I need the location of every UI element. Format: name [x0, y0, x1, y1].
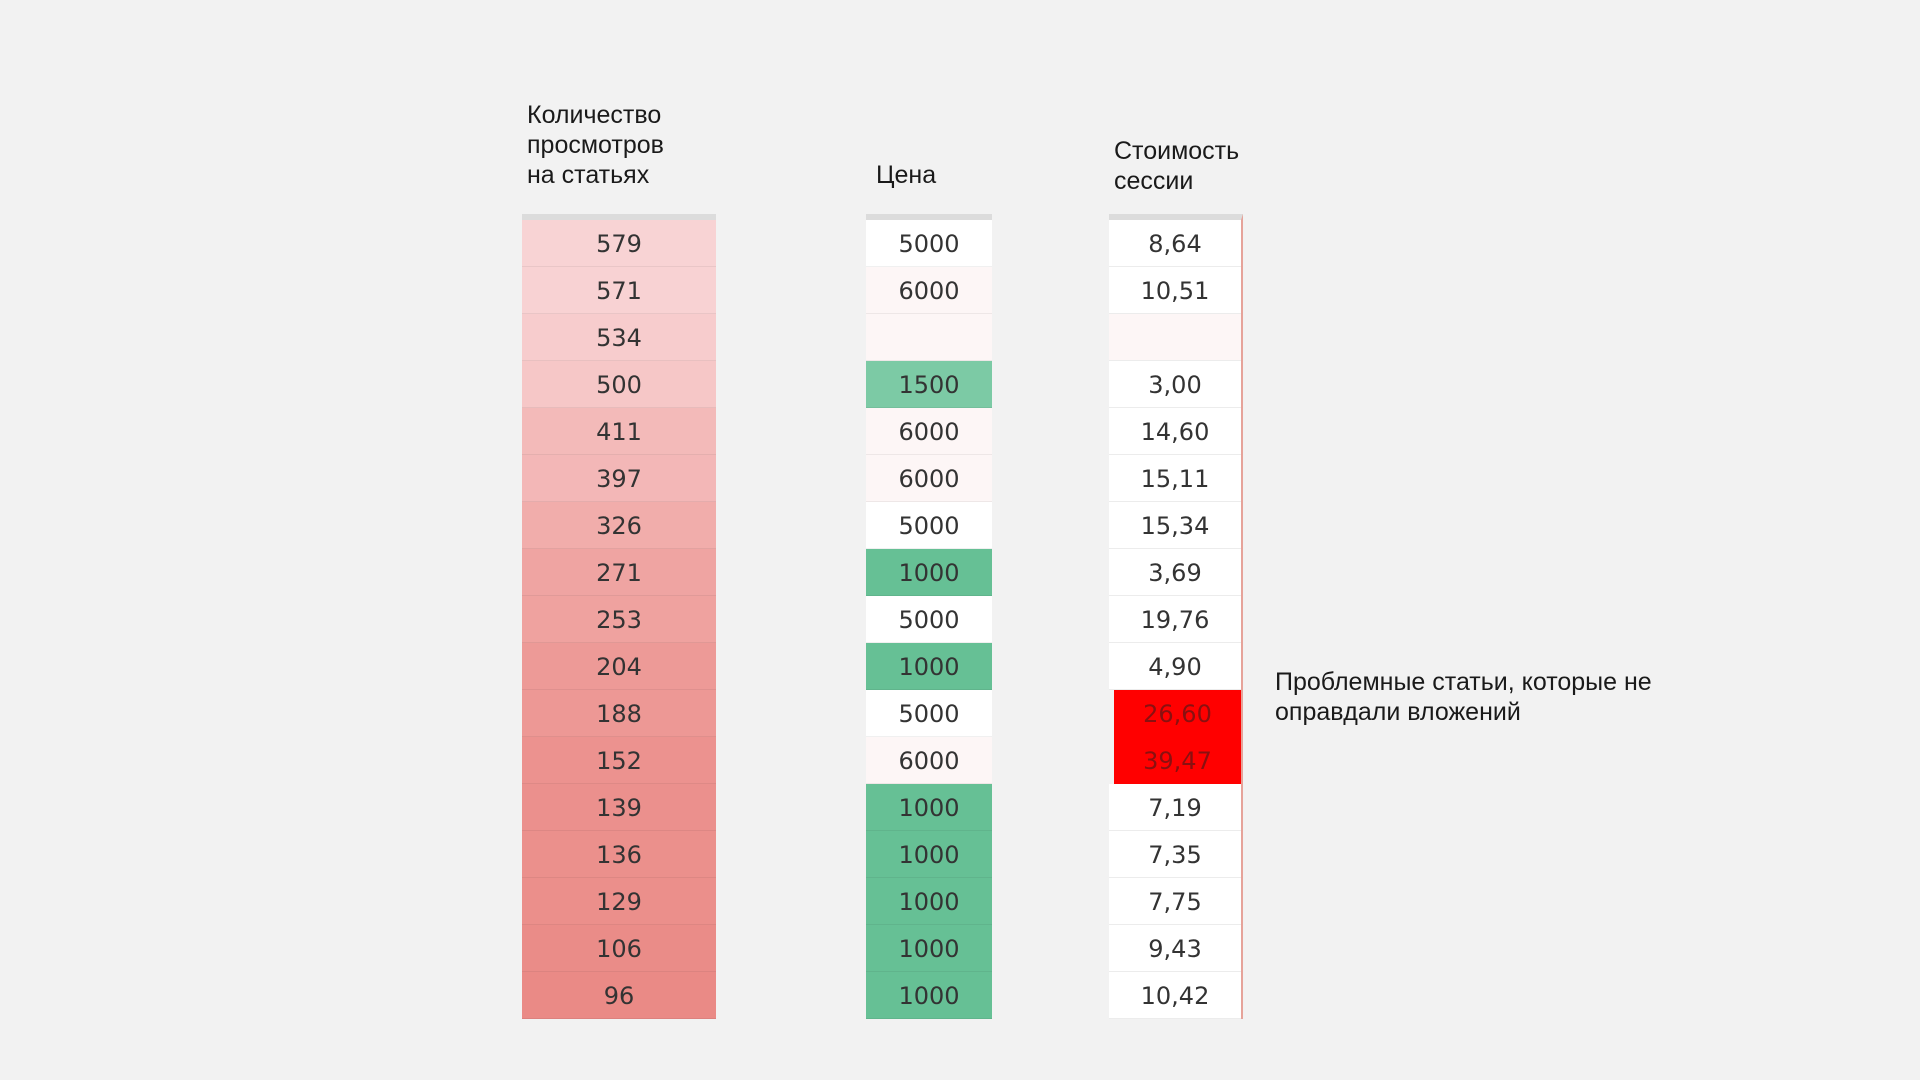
views-cell: 571 [522, 267, 716, 314]
price-cell: 1000 [866, 643, 992, 690]
views-column: 579 571 534 500 411 397 326 271 253 204 188 152 139 1… [522, 214, 716, 1019]
cost-cell: 19,76 [1109, 596, 1241, 643]
cost-cell: 10,51 [1109, 267, 1241, 314]
cost-cell: 26,60 [1114, 690, 1241, 737]
views-cell: 579 [522, 220, 716, 267]
price-cell: 1000 [866, 972, 992, 1019]
views-cell: 152 [522, 737, 716, 784]
views-cell: 253 [522, 596, 716, 643]
views-cell: 500 [522, 361, 716, 408]
cost-cell: 10,42 [1109, 972, 1241, 1019]
price-cell: 5000 [866, 502, 992, 549]
cost-cell: 4,90 [1109, 643, 1241, 690]
cost-cell: 7,75 [1109, 878, 1241, 925]
price-cell: 1000 [866, 925, 992, 972]
cost-cell: 7,35 [1109, 831, 1241, 878]
price-cell: 6000 [866, 455, 992, 502]
header-cost: Стоимость сессии [1114, 137, 1240, 195]
cost-cell: 8,64 [1109, 220, 1241, 267]
price-column: 5000 6000 1500 6000 6000 5000 1000 5000 1000 5000… [866, 214, 992, 1019]
cost-cell [1109, 314, 1241, 361]
views-cell: 326 [522, 502, 716, 549]
cost-cell: 15,34 [1109, 502, 1241, 549]
price-cell [866, 314, 992, 361]
cost-cell: 14,60 [1109, 408, 1241, 455]
cost-cell: 9,43 [1109, 925, 1241, 972]
price-cell: 1500 [866, 361, 992, 408]
cost-cell: 3,00 [1109, 361, 1241, 408]
views-cell: 534 [522, 314, 716, 361]
cost-cell: 3,69 [1109, 549, 1241, 596]
views-cell: 411 [522, 408, 716, 455]
price-cell: 5000 [866, 596, 992, 643]
views-cell: 129 [522, 878, 716, 925]
cost-cell: 15,11 [1109, 455, 1241, 502]
price-cell: 6000 [866, 737, 992, 784]
price-cell: 1000 [866, 878, 992, 925]
cost-column: 8,64 10,51 3,00 14,60 15,11 15,34 3,69 19,76 4,9… [1109, 214, 1243, 1019]
views-cell: 106 [522, 925, 716, 972]
price-cell: 5000 [866, 690, 992, 737]
cost-cell: 39,47 [1114, 737, 1241, 784]
header-views: Количество просмотров на статьях [527, 101, 664, 189]
header-price: Цена [876, 161, 937, 189]
price-cell: 1000 [866, 549, 992, 596]
price-cell: 1000 [866, 784, 992, 831]
price-cell: 6000 [866, 408, 992, 455]
views-cell: 139 [522, 784, 716, 831]
price-cell: 1000 [866, 831, 992, 878]
views-cell: 136 [522, 831, 716, 878]
price-cell: 6000 [866, 267, 992, 314]
price-cell: 5000 [866, 220, 992, 267]
views-cell: 96 [522, 972, 716, 1019]
problem-articles-note: Проблемные статьи, которые не оправдали … [1275, 668, 1652, 726]
views-cell: 188 [522, 690, 716, 737]
cost-cell: 7,19 [1109, 784, 1241, 831]
views-cell: 397 [522, 455, 716, 502]
views-cell: 204 [522, 643, 716, 690]
views-cell: 271 [522, 549, 716, 596]
